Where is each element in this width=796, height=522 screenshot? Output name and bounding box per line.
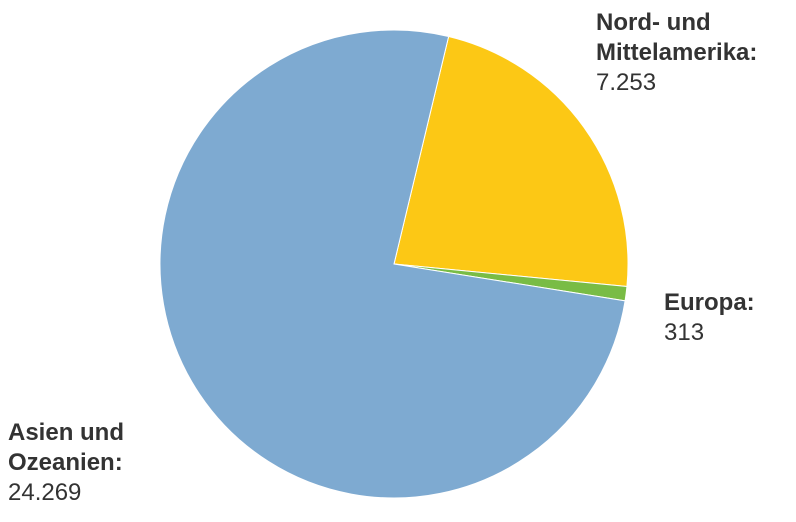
pie-slice-2 bbox=[159, 29, 626, 499]
slice-label-value: 7.253 bbox=[596, 69, 657, 96]
slice-label-asien-ozeanien: Asien und Ozeanien: 24.269 bbox=[8, 418, 124, 508]
slice-label-value: 313 bbox=[664, 319, 705, 346]
slice-label-value: 24.269 bbox=[8, 479, 82, 506]
slice-label-name: Mittelamerika: bbox=[596, 39, 758, 66]
pie-slice-0 bbox=[393, 35, 629, 288]
slice-label-name: Asien und bbox=[8, 419, 125, 446]
slice-label-name: Nord- und bbox=[596, 9, 711, 36]
slice-label-name: Europa: bbox=[664, 289, 755, 316]
slice-label-name: Ozeanien: bbox=[8, 449, 123, 476]
slice-label-europa: Europa: 313 bbox=[664, 288, 755, 348]
slice-label-nord-mittelamerika: Nord- und Mittelamerika: 7.253 bbox=[596, 8, 757, 98]
